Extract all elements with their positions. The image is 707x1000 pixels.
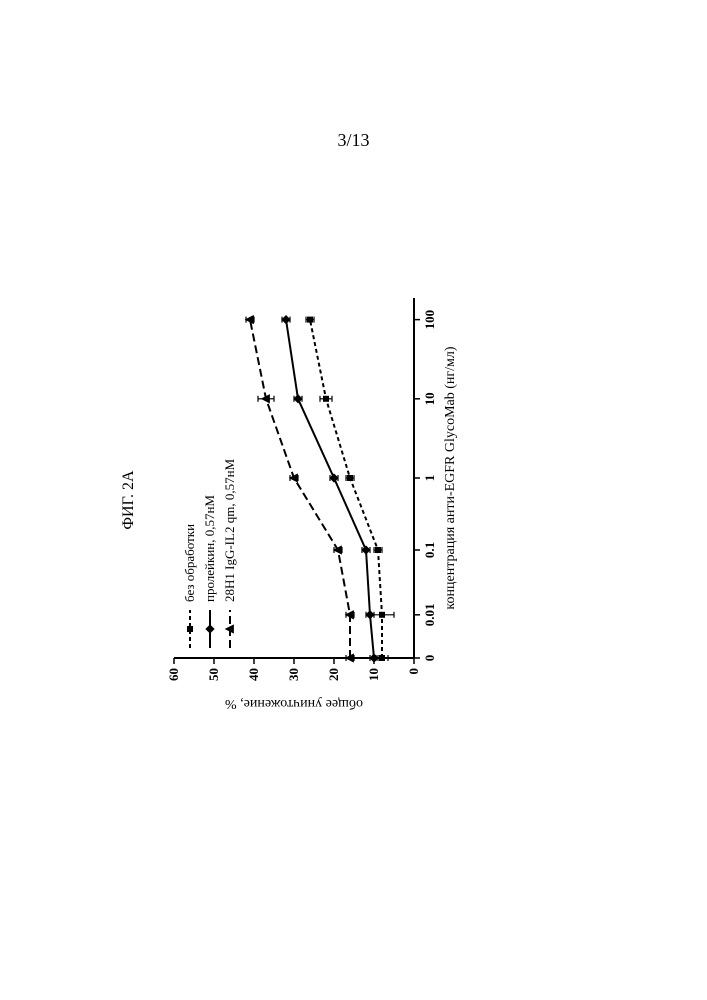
svg-text:60: 60 xyxy=(166,668,181,681)
svg-text:0.01: 0.01 xyxy=(422,603,437,626)
page-number: 3/13 xyxy=(337,130,369,151)
svg-text:40: 40 xyxy=(246,668,261,681)
svg-text:10: 10 xyxy=(366,668,381,681)
svg-text:20: 20 xyxy=(326,668,341,681)
svg-text:30: 30 xyxy=(286,668,301,681)
svg-text:10: 10 xyxy=(422,392,437,405)
svg-text:0.1: 0.1 xyxy=(422,542,437,558)
svg-text:100: 100 xyxy=(422,310,437,330)
legend-item: без обработки xyxy=(180,459,200,650)
svg-text:0: 0 xyxy=(422,655,437,662)
legend-item: пролейкин, 0,57нМ xyxy=(200,459,220,650)
svg-text:концентрация анти-EGFR GlycoMa: концентрация анти-EGFR GlycoMab (нг/мл) xyxy=(443,346,458,609)
svg-text:общее уничтожение, %: общее уничтожение, % xyxy=(225,696,363,711)
svg-text:0: 0 xyxy=(406,668,421,675)
legend-swatch xyxy=(224,608,236,650)
figure-container: ФИГ. 2А 010203040506000.010.1110100конце… xyxy=(140,280,580,720)
legend-item: 28H1 IgG-IL2 qm, 0,57нМ xyxy=(220,459,240,650)
legend-swatch xyxy=(204,608,216,650)
svg-text:50: 50 xyxy=(206,668,221,681)
legend-label: пролейкин, 0,57нМ xyxy=(202,495,218,602)
legend-swatch xyxy=(184,608,196,650)
legend: без обработкипролейкин, 0,57нМ28H1 IgG-I… xyxy=(180,459,240,650)
legend-label: 28H1 IgG-IL2 qm, 0,57нМ xyxy=(222,459,238,602)
legend-label: без обработки xyxy=(182,524,198,602)
figure-label: ФИГ. 2А xyxy=(120,470,138,529)
svg-text:1: 1 xyxy=(422,475,437,482)
